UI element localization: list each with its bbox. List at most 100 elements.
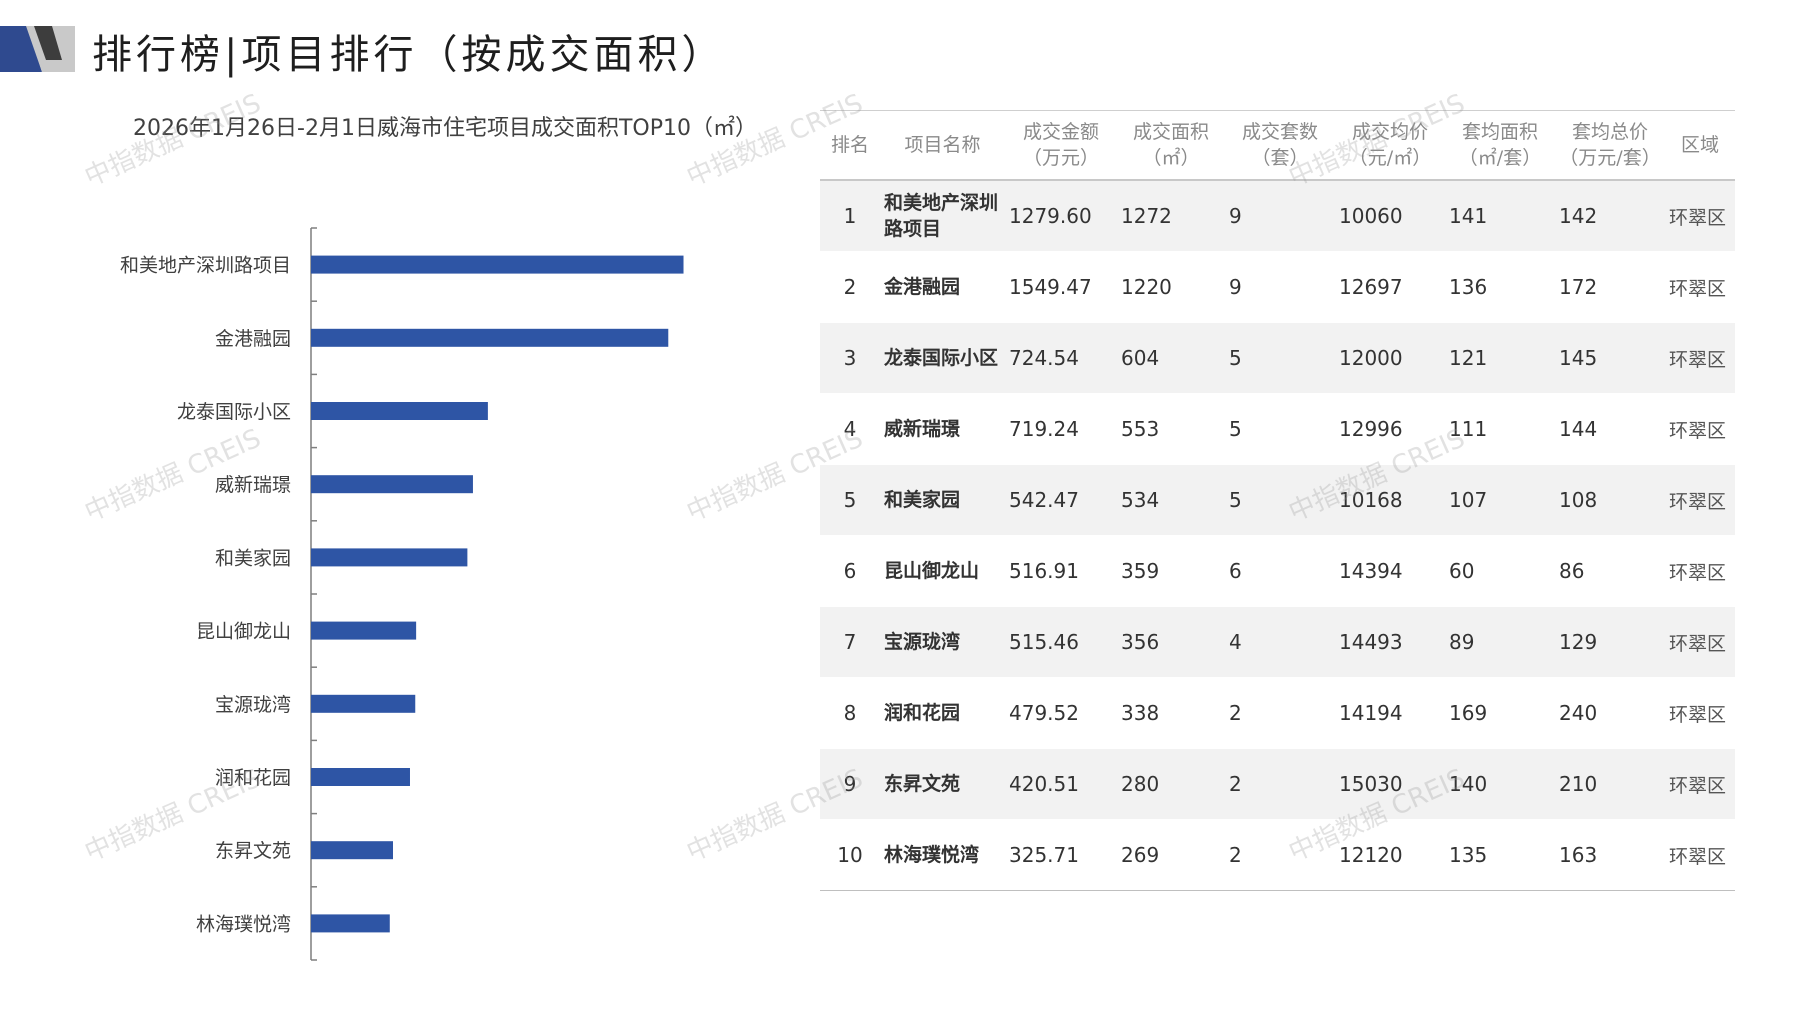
region-cell: 环翠区 xyxy=(1665,393,1735,465)
region-cell: 环翠区 xyxy=(1665,251,1735,323)
table-row: 4 威新瑞璟 719.24 553 5 12996 111 144 环翠区 xyxy=(820,393,1735,465)
project-name-cell: 宝源珑湾 xyxy=(880,606,1005,678)
category-label: 润和花园 xyxy=(215,767,291,789)
table-row: 2 金港融园 1549.47 1220 9 12697 136 172 环翠区 xyxy=(820,251,1735,323)
value-cell: 5 xyxy=(1225,464,1335,536)
category-label: 昆山御龙山 xyxy=(196,621,291,643)
table-header-cell: 成交均价 （元/㎡） xyxy=(1335,110,1445,181)
table-header-cell: 排名 xyxy=(820,110,880,181)
project-name-cell: 润和花园 xyxy=(880,677,1005,749)
value-cell: 325.71 xyxy=(1005,819,1117,891)
value-cell: 14194 xyxy=(1335,677,1445,749)
value-cell: 2 xyxy=(1225,819,1335,891)
value-cell: 107 xyxy=(1445,464,1555,536)
value-cell: 210 xyxy=(1555,748,1665,820)
rank-cell: 7 xyxy=(820,606,880,678)
project-name-cell: 金港融园 xyxy=(880,251,1005,323)
table-row: 3 龙泰国际小区 724.54 604 5 12000 121 145 环翠区 xyxy=(820,322,1735,394)
project-name-cell: 龙泰国际小区 xyxy=(880,322,1005,394)
value-cell: 111 xyxy=(1445,393,1555,465)
project-name-cell: 和美家园 xyxy=(880,464,1005,536)
project-name-cell: 昆山御龙山 xyxy=(880,535,1005,607)
chart-title: 2026年1月26日-2月1日威海市住宅项目成交面积TOP10（㎡） xyxy=(133,116,757,141)
rank-cell: 1 xyxy=(820,180,880,252)
value-cell: 163 xyxy=(1555,819,1665,891)
value-cell: 1279.60 xyxy=(1005,180,1117,252)
rank-cell: 9 xyxy=(820,748,880,820)
rank-cell: 5 xyxy=(820,464,880,536)
bar-chart: 和美地产深圳路项目金港融园龙泰国际小区威新瑞璟和美家园昆山御龙山宝源珑湾润和花园… xyxy=(120,227,684,961)
table-row: 9 东昇文苑 420.51 280 2 15030 140 210 环翠区 xyxy=(820,748,1735,820)
table-row: 6 昆山御龙山 516.91 359 6 14394 60 86 环翠区 xyxy=(820,535,1735,607)
table-row: 8 润和花园 479.52 338 2 14194 169 240 环翠区 xyxy=(820,677,1735,749)
value-cell: 724.54 xyxy=(1005,322,1117,394)
region-cell: 环翠区 xyxy=(1665,606,1735,678)
page-title: 排行榜|项目排行（按成交面积） xyxy=(92,32,726,78)
value-cell: 6 xyxy=(1225,535,1335,607)
value-cell: 12996 xyxy=(1335,393,1445,465)
table-header-cell: 成交金额 （万元） xyxy=(1005,110,1117,181)
bar xyxy=(311,841,393,860)
value-cell: 5 xyxy=(1225,322,1335,394)
bar xyxy=(311,328,669,347)
value-cell: 1272 xyxy=(1117,180,1225,252)
region-cell: 环翠区 xyxy=(1665,677,1735,749)
category-label: 金港融园 xyxy=(215,328,291,350)
region-cell: 环翠区 xyxy=(1665,180,1735,252)
value-cell: 359 xyxy=(1117,535,1225,607)
value-cell: 553 xyxy=(1117,393,1225,465)
region-cell: 环翠区 xyxy=(1665,535,1735,607)
value-cell: 2 xyxy=(1225,748,1335,820)
rank-cell: 10 xyxy=(820,819,880,891)
table-header-row: 排名 项目名称 成交金额 （万元） 成交面积 （㎡） 成交套数 （套） 成交均价 （元/㎡） 套均面… xyxy=(820,110,1735,181)
bar xyxy=(311,694,416,713)
value-cell: 108 xyxy=(1555,464,1665,536)
project-name-cell: 威新瑞璟 xyxy=(880,393,1005,465)
value-cell: 10168 xyxy=(1335,464,1445,536)
value-cell: 5 xyxy=(1225,393,1335,465)
value-cell: 10060 xyxy=(1335,180,1445,252)
value-cell: 1220 xyxy=(1117,251,1225,323)
value-cell: 515.46 xyxy=(1005,606,1117,678)
value-cell: 14394 xyxy=(1335,535,1445,607)
bar xyxy=(311,475,473,494)
table-row: 5 和美家园 542.47 534 5 10168 107 108 环翠区 xyxy=(820,464,1735,536)
value-cell: 420.51 xyxy=(1005,748,1117,820)
category-label: 和美家园 xyxy=(215,547,291,569)
project-name-cell: 林海璞悦湾 xyxy=(880,819,1005,891)
value-cell: 356 xyxy=(1117,606,1225,678)
value-cell: 136 xyxy=(1445,251,1555,323)
value-cell: 60 xyxy=(1445,535,1555,607)
value-cell: 479.52 xyxy=(1005,677,1117,749)
table-header-cell: 成交套数 （套） xyxy=(1225,110,1335,181)
value-cell: 2 xyxy=(1225,677,1335,749)
value-cell: 169 xyxy=(1445,677,1555,749)
table-row: 10 林海璞悦湾 325.71 269 2 12120 135 163 环翠区 xyxy=(820,819,1735,891)
region-cell: 环翠区 xyxy=(1665,464,1735,536)
region-cell: 环翠区 xyxy=(1665,322,1735,394)
value-cell: 9 xyxy=(1225,251,1335,323)
category-label: 和美地产深圳路项目 xyxy=(120,255,291,277)
value-cell: 12697 xyxy=(1335,251,1445,323)
table-header-cell: 套均总价 （万元/套） xyxy=(1555,110,1665,181)
value-cell: 144 xyxy=(1555,393,1665,465)
region-cell: 环翠区 xyxy=(1665,819,1735,891)
brand-logo-icon xyxy=(0,26,75,72)
bar xyxy=(311,914,390,933)
rank-cell: 8 xyxy=(820,677,880,749)
value-cell: 135 xyxy=(1445,819,1555,891)
value-cell: 141 xyxy=(1445,180,1555,252)
value-cell: 9 xyxy=(1225,180,1335,252)
value-cell: 129 xyxy=(1555,606,1665,678)
value-cell: 604 xyxy=(1117,322,1225,394)
value-cell: 338 xyxy=(1117,677,1225,749)
bar xyxy=(311,255,684,274)
value-cell: 4 xyxy=(1225,606,1335,678)
value-cell: 145 xyxy=(1555,322,1665,394)
value-cell: 269 xyxy=(1117,819,1225,891)
ranking-table: 排名 项目名称 成交金额 （万元） 成交面积 （㎡） 成交套数 （套） 成交均价 （元/㎡） 套均面… xyxy=(820,110,1735,891)
project-name-cell: 和美地产深圳路项目 xyxy=(880,180,1005,252)
bar xyxy=(311,621,417,640)
value-cell: 542.47 xyxy=(1005,464,1117,536)
project-name-cell: 东昇文苑 xyxy=(880,748,1005,820)
